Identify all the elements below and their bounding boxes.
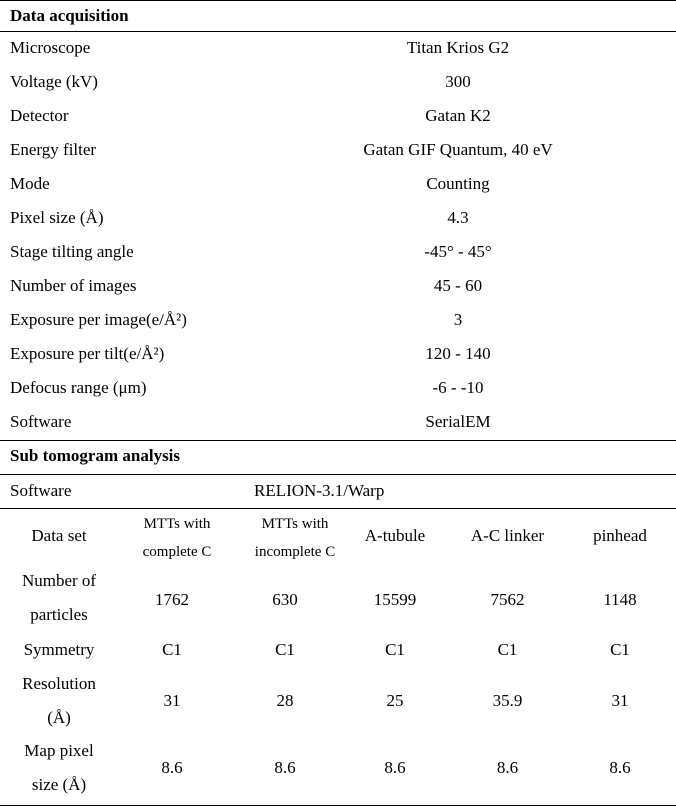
row-value: 120 - 140 <box>425 344 491 363</box>
cell-value: 8.6 <box>496 758 519 777</box>
row-value: Gatan GIF Quantum, 40 eV <box>363 140 553 159</box>
cell-value: 31 <box>163 691 181 710</box>
header-pinhead: pinhead <box>593 526 647 545</box>
row-label: Voltage (kV) <box>10 72 98 91</box>
section-rule <box>0 474 676 475</box>
row-value: -6 - -10 <box>432 378 484 397</box>
cell-value: 8.6 <box>274 758 296 777</box>
header-a-tubule: A-tubule <box>364 526 426 545</box>
row-label-number-of-particles: Number of particles <box>0 564 118 632</box>
row-value: 300 <box>445 72 471 91</box>
row-value: -45° - 45° <box>424 242 492 261</box>
row-label: Exposure per image(e/Å²) <box>10 310 187 329</box>
section-rule <box>0 508 676 509</box>
label-line: particles <box>30 605 88 624</box>
cell-value: C1 <box>610 640 630 659</box>
row-label: Mode <box>10 174 50 193</box>
cell-value: 31 <box>611 691 629 710</box>
row-value: 3 <box>453 310 463 329</box>
label-line: Resolution <box>22 674 96 693</box>
section-title-data-acquisition: Data acquisition <box>10 6 129 25</box>
row-value: Gatan K2 <box>425 106 491 125</box>
row-label: Pixel size (Å) <box>10 208 104 227</box>
cell-value: C1 <box>497 640 518 659</box>
row-label: Detector <box>10 106 69 125</box>
header-line: MTTs with <box>143 516 211 532</box>
label-line: size (Å) <box>31 775 87 794</box>
row-label: Software <box>10 412 72 431</box>
row-label-symmetry: Symmetry <box>23 640 95 659</box>
header-line: MTTs with <box>261 516 329 532</box>
cell-value: C1 <box>275 640 295 659</box>
header-mtts-complete: MTTs with complete C <box>118 510 236 566</box>
cell-value: 630 <box>272 590 298 609</box>
cell-value: C1 <box>162 640 182 659</box>
header-a-c-linker: A-C linker <box>470 526 545 545</box>
cell-value: 8.6 <box>161 758 183 777</box>
cell-value: 35.9 <box>492 691 523 710</box>
cell-value: 8.6 <box>384 758 406 777</box>
cell-value: C1 <box>385 640 405 659</box>
cell-value: 1148 <box>603 590 637 609</box>
section-rule <box>0 440 676 441</box>
cell-value: 1762 <box>155 590 189 609</box>
row-value: 4.3 <box>447 208 469 227</box>
row-label: Microscope <box>10 38 91 57</box>
software-label: Software <box>10 481 72 500</box>
cell-value: 25 <box>386 691 404 710</box>
section-rule <box>0 31 676 32</box>
header-mtts-incomplete: MTTs with incomplete C <box>236 510 354 566</box>
cell-value: 15599 <box>373 590 417 609</box>
software-value: RELION-3.1/Warp <box>254 481 385 500</box>
row-value: Titan Krios G2 <box>406 38 510 57</box>
cell-value: 8.6 <box>609 758 631 777</box>
row-value: 45 - 60 <box>433 276 483 295</box>
table-top-rule <box>0 0 676 1</box>
cell-value: 28 <box>276 691 294 710</box>
header-data-set: Data set <box>31 526 87 545</box>
row-label: Defocus range (μm) <box>10 378 147 397</box>
row-label-map-pixel-size: Map pixel size (Å) <box>0 734 118 802</box>
row-label: Exposure per tilt(e/Å²) <box>10 344 165 363</box>
row-label: Stage tilting angle <box>10 242 134 261</box>
row-label: Number of images <box>10 276 137 295</box>
section-title-sub-tomogram-analysis: Sub tomogram analysis <box>10 446 181 465</box>
header-line: complete C <box>142 544 212 560</box>
row-value: SerialEM <box>425 412 491 431</box>
cell-value: 7562 <box>490 590 525 609</box>
label-line: (Å) <box>47 708 71 727</box>
label-line: Map pixel <box>24 741 94 760</box>
table-bottom-rule <box>0 805 676 806</box>
header-line: incomplete C <box>254 544 336 560</box>
row-value: Counting <box>426 174 490 193</box>
label-line: Number of <box>21 571 97 590</box>
row-label: Energy filter <box>10 140 97 159</box>
row-label-resolution: Resolution (Å) <box>0 667 118 735</box>
